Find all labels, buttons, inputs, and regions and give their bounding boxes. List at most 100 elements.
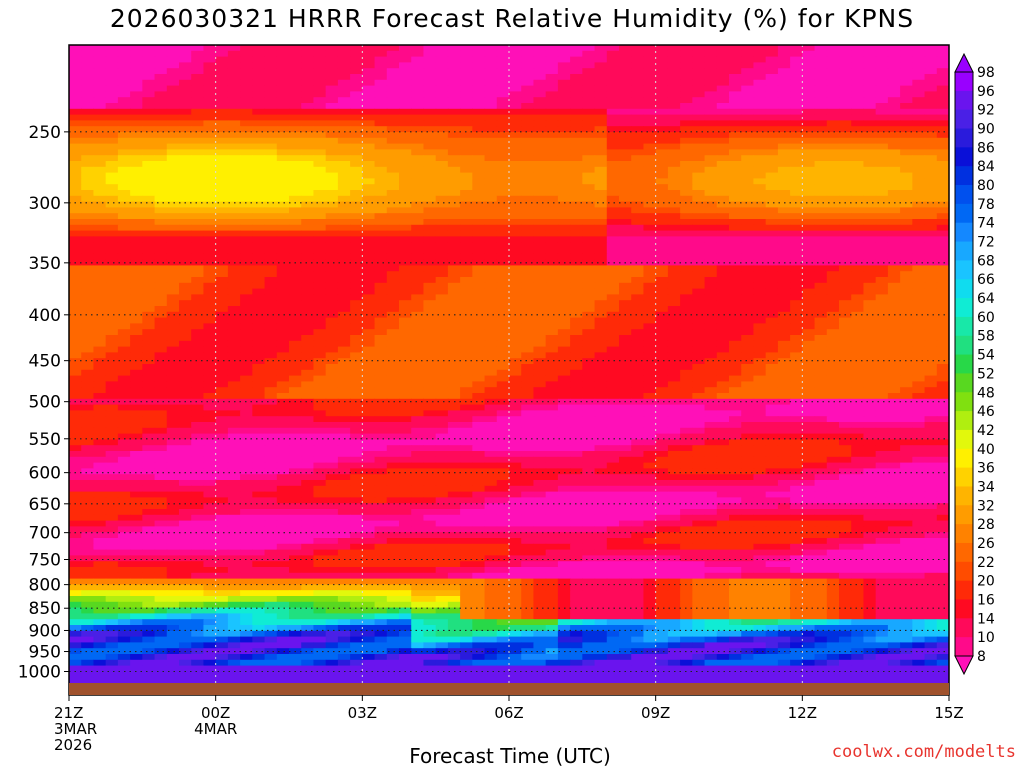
rh-cell <box>154 277 168 284</box>
rh-cell <box>460 259 473 266</box>
rh-cell <box>350 201 363 208</box>
rh-cell <box>729 294 742 301</box>
rh-cell <box>692 56 706 63</box>
rh-cell <box>594 306 608 313</box>
rh-cell <box>765 56 779 63</box>
rh-cell <box>631 439 645 446</box>
rh-cell <box>227 161 241 168</box>
rh-cell <box>912 166 926 174</box>
rh-cell <box>301 91 315 98</box>
rh-cell <box>643 317 657 324</box>
rh-cell <box>117 161 131 168</box>
rh-cell <box>729 410 742 417</box>
rh-cell <box>362 137 376 145</box>
rh-cell <box>643 79 657 87</box>
rh-cell <box>496 288 510 295</box>
rh-cell <box>386 85 400 92</box>
rh-cell <box>166 85 180 92</box>
rh-cell <box>875 97 889 104</box>
rh-cell <box>680 172 693 179</box>
rh-cell <box>790 62 803 69</box>
rh-cell <box>765 91 779 98</box>
rh-cell <box>545 398 559 406</box>
rh-cell <box>435 294 449 301</box>
rh-cell <box>81 248 95 255</box>
rh-cell <box>912 114 926 121</box>
rh-cell <box>619 433 632 440</box>
rh-cell <box>545 149 559 156</box>
rh-cell <box>900 91 913 98</box>
rh-cell <box>753 433 767 440</box>
rh-cell <box>887 404 901 411</box>
rh-cell <box>411 404 425 411</box>
rh-cell <box>289 178 302 185</box>
rh-cell <box>680 85 693 92</box>
rh-cell <box>93 85 107 92</box>
rh-cell <box>301 132 315 139</box>
rh-cell <box>521 132 535 139</box>
rh-cell <box>741 79 755 87</box>
rh-cell <box>924 317 938 324</box>
rh-cell <box>643 277 657 284</box>
rh-cell <box>557 242 571 249</box>
rh-cell <box>423 427 437 435</box>
rh-cell <box>386 50 400 58</box>
rh-cell <box>936 294 949 301</box>
rh-cell <box>179 178 192 185</box>
rh-cell <box>839 91 852 98</box>
rh-cell <box>582 236 596 243</box>
rh-cell <box>692 74 706 81</box>
rh-cell <box>227 91 241 98</box>
rh-cell <box>423 120 437 127</box>
rh-cell <box>631 352 645 359</box>
rh-cell <box>545 230 559 237</box>
rh-cell <box>570 253 583 261</box>
rh-cell <box>154 184 168 191</box>
rh-cell <box>570 230 583 237</box>
rh-cell <box>374 335 388 342</box>
rh-cell <box>215 190 229 197</box>
rh-cell <box>606 108 620 116</box>
rh-cell <box>337 155 351 162</box>
rh-cell <box>533 166 547 174</box>
rh-cell <box>289 317 302 324</box>
rh-cell <box>179 306 192 313</box>
rh-cell <box>802 265 816 272</box>
rh-cell <box>227 416 241 423</box>
rh-cell <box>386 306 400 313</box>
rh-cell <box>142 126 156 133</box>
rh-cell <box>179 79 192 87</box>
rh-cell <box>704 398 718 406</box>
rh-cell <box>924 277 938 284</box>
rh-cell <box>924 381 938 388</box>
rh-cell <box>484 62 498 69</box>
rh-cell <box>191 375 205 382</box>
rh-cell <box>154 317 168 324</box>
rh-cell <box>814 108 828 116</box>
rh-cell <box>765 103 779 110</box>
rh-cell <box>423 97 437 104</box>
rh-cell <box>386 201 400 208</box>
rh-cell <box>191 352 205 359</box>
rh-cell <box>240 120 253 127</box>
rh-cell <box>496 393 510 400</box>
rh-cell <box>753 364 767 371</box>
rh-cell <box>533 224 547 232</box>
rh-cell <box>521 352 535 359</box>
rh-cell <box>741 248 755 255</box>
rh-cell <box>374 288 388 295</box>
rh-cell <box>215 404 229 411</box>
rh-cell <box>680 201 693 208</box>
rh-cell <box>814 259 828 266</box>
rh-cell <box>154 393 168 400</box>
rh-cell <box>350 166 363 174</box>
rh-cell <box>570 433 583 440</box>
rh-cell <box>435 242 449 249</box>
rh-cell <box>374 45 388 52</box>
rh-cell <box>667 393 681 400</box>
rh-cell <box>472 91 486 98</box>
rh-cell <box>521 335 535 342</box>
rh-cell <box>680 265 693 272</box>
rh-cell <box>509 172 522 179</box>
